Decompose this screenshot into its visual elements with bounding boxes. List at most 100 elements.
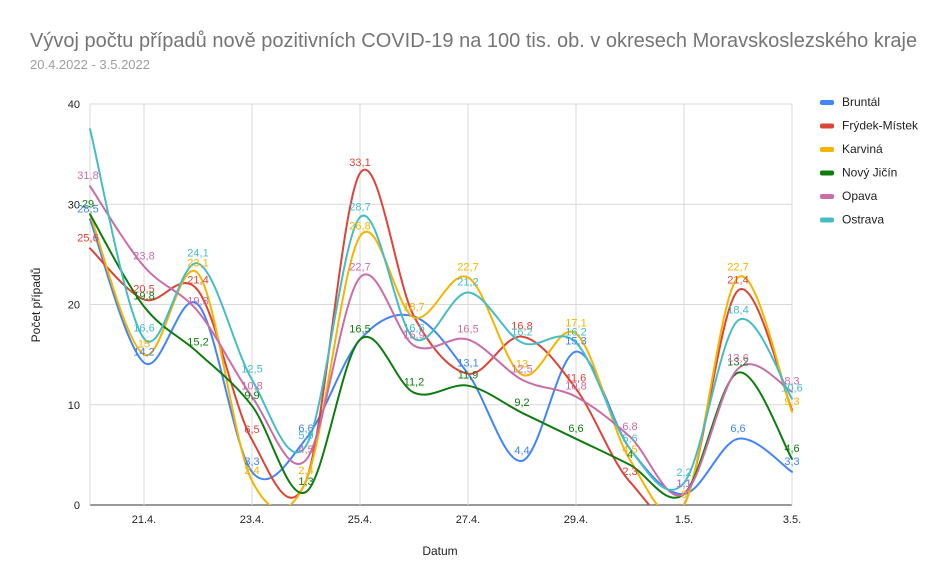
series-4-data-label: 1,1 (676, 478, 691, 490)
x-tick-label: 21.4. (132, 514, 156, 526)
series-0-line (89, 218, 793, 496)
series-3-data-label: 11,2 (404, 377, 425, 389)
series-1-data-label: 33,1 (349, 157, 370, 169)
series-4-data-label: 13,6 (727, 353, 748, 365)
series-5-data-label: 10,6 (781, 383, 802, 395)
legend: Bruntál Frýdek-Místek Karviná Nový Jičín Opa… (820, 95, 919, 227)
series-1-data-label: 21,4 (187, 274, 208, 286)
series-5-data-label: 2,2 (676, 467, 691, 479)
series-0-data-label: 6,6 (730, 423, 745, 435)
series-3-data-label: 9,2 (514, 397, 529, 409)
series-2-data-label: 9,3 (784, 396, 799, 408)
series-3-data-label: 9,9 (244, 390, 259, 402)
y-axis-title: Počet případů (29, 268, 43, 343)
series-4-data-label: 8,3 (784, 376, 799, 388)
y-tick-label: 20 (68, 300, 80, 312)
series-4-data-label: 19,3 (187, 296, 208, 308)
series-4-data-label: 16,5 (457, 324, 478, 336)
series-1-data-label: 11,6 (566, 373, 587, 385)
series-3-data-label: 1,3 (298, 476, 313, 488)
series-0-data-label: 1,1 (676, 478, 691, 490)
series-2-data-label: 2,4 (244, 465, 259, 477)
series-2-data-label: 0 (681, 489, 687, 501)
series-3-data-label: 11,9 (458, 370, 479, 382)
series-0-data-label: 13,1 (457, 358, 478, 370)
series-2-data-label: 23,1 (187, 257, 208, 269)
series-1-data-label: 2,3 (622, 466, 637, 478)
series-5-data-label: 5,6 (622, 433, 637, 445)
series-3-data-label: 6,6 (568, 423, 583, 435)
series-2-data-label: 4,5 (622, 444, 637, 456)
series-5-data-label: 24,1 (187, 247, 208, 259)
x-axis-title: Datum (422, 544, 457, 558)
series-2-data-label: 18,7 (403, 302, 424, 314)
series-1-legend-label: Frýdek-Místek (842, 119, 919, 133)
series-2-legend-swatch (820, 147, 834, 152)
series-5-data-label: 16,2 (511, 327, 532, 339)
series-2-data-label: 26,8 (349, 220, 370, 232)
y-tick-label: 30 (68, 199, 80, 211)
series-1-data-label: 20,5 (133, 283, 154, 295)
y-tick-label: 10 (68, 400, 80, 412)
series-0-legend-label: Bruntál (842, 95, 880, 109)
series-4-data-label: 4,5 (298, 444, 313, 456)
series-0-data-label: 15,3 (565, 336, 586, 348)
series-2-data-label: 13 (516, 359, 528, 371)
series-0-data-label: 28,5 (77, 203, 98, 215)
series-1-data-label: 16,8 (511, 321, 532, 333)
series-2-data-label: 17,1 (565, 318, 586, 330)
series-0-data-label: 14,2 (133, 347, 154, 359)
x-tick-label: 1.5. (675, 514, 693, 526)
series-2-data-label: 15 (138, 339, 150, 351)
series-2-legend-label: Karviná (842, 142, 883, 156)
x-tick-label: 3.5. (783, 514, 801, 526)
data-label-layer: 28,5 14,2 3,3 6,6 13,1 4,4 15,3 1,1 6,6 3,3 25,6 20… (77, 157, 802, 501)
series-4-line (89, 185, 793, 497)
series-2-data-label: 22,7 (457, 261, 478, 273)
series-1-data-label: 25,6 (77, 232, 98, 244)
series-3-data-label: 29 (82, 198, 94, 210)
series-4-data-label: 15,9 (403, 330, 424, 342)
series-0-data-label: 6,6 (298, 423, 313, 435)
series-4-legend-swatch (820, 194, 834, 199)
series-5-legend-swatch (820, 217, 834, 223)
series-3-data-label: 19,8 (133, 291, 154, 303)
series-5-data-label: 5,9 (298, 430, 313, 442)
series-3-legend-label: Nový Jičín (842, 166, 897, 180)
x-tick-label: 27.4. (456, 514, 480, 526)
chart-title: Vývoj počtu případů nově pozitivních COV… (30, 30, 918, 52)
axis-layer: Datum Počet případů 0 10 20 30 40 21.4. 23.4. 2… (29, 99, 801, 558)
series-2-line (89, 213, 793, 505)
series-1-legend-swatch (820, 123, 834, 129)
series-5-data-label: 12,5 (241, 364, 262, 376)
series-2-data-label: 22,7 (727, 261, 748, 273)
series-1-data-label: 6,5 (244, 424, 259, 436)
series-3-data-label: 13,2 (727, 357, 748, 369)
series-5-data-label: 28,7 (349, 201, 370, 213)
series-1-data-label: 21,4 (727, 274, 748, 286)
series-4-data-label: 10,8 (241, 381, 262, 393)
series-4-data-label: 12,5 (511, 364, 532, 376)
series-4-data-label: 6,8 (622, 421, 637, 433)
series-0-data-label: 3,3 (244, 456, 259, 468)
series-4-data-label: 22,7 (349, 261, 370, 273)
series-4-data-label: 31,8 (77, 170, 98, 182)
series-layer (89, 128, 793, 505)
series-5-data-label: 21,2 (457, 276, 478, 288)
series-3-data-label: 4,6 (784, 443, 799, 455)
series-3-data-label: 16,5 (349, 324, 370, 336)
series-0-legend-swatch (820, 100, 834, 105)
y-tick-label: 40 (68, 99, 80, 111)
series-0-data-label: 4,4 (514, 445, 529, 457)
series-5-data-label: 16,6 (403, 323, 424, 335)
series-3-data-label: 15,2 (187, 337, 208, 349)
series-4-data-label: 10,8 (565, 381, 586, 393)
x-tick-label: 25.4. (348, 514, 372, 526)
series-5-line (89, 128, 793, 491)
y-tick-label: 0 (74, 500, 80, 512)
x-tick-label: 23.4. (240, 514, 264, 526)
series-3-legend-swatch (820, 170, 834, 176)
series-2-data-label: 2,4 (298, 465, 313, 477)
series-0-data-label: 3,3 (784, 456, 799, 468)
